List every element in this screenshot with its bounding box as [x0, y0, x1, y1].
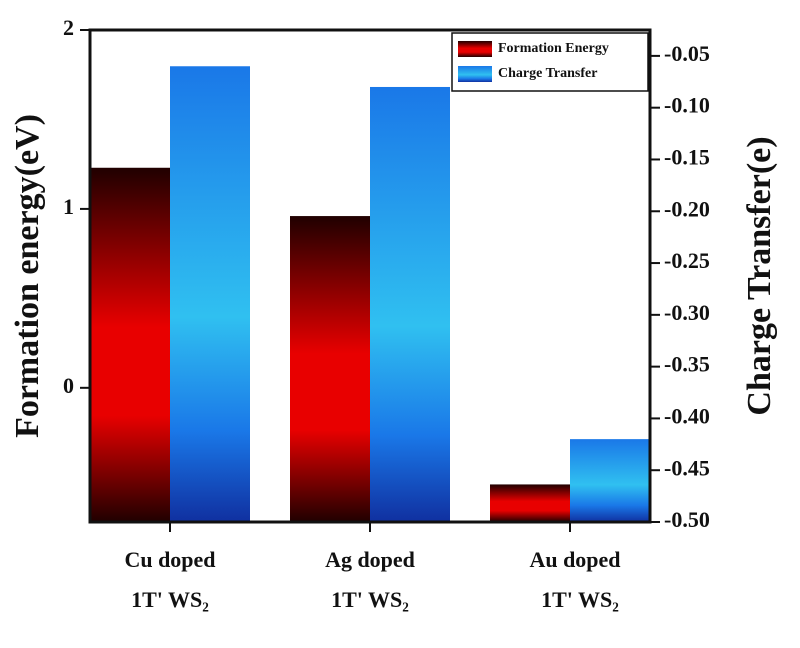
legend-swatch: [458, 66, 492, 82]
bar: [490, 484, 570, 522]
legend-swatch: [458, 41, 492, 57]
y2-tick-label: -0.15: [664, 145, 710, 170]
y2-tick-label: -0.30: [664, 300, 710, 325]
x-tick-label: 1T' WS₂: [541, 587, 619, 612]
x-tick-label: 1T' WS₂: [131, 587, 209, 612]
y2-tick-label: -0.35: [664, 352, 710, 377]
x-tick-label: Au doped: [529, 547, 620, 572]
y-axis-title: Formation energy(eV): [9, 114, 46, 438]
bar: [170, 66, 250, 523]
plot-frame: [88, 28, 652, 524]
x-tick-label: Ag doped: [325, 547, 415, 572]
y2-tick-label: -0.25: [664, 248, 710, 273]
x-tick-label: Cu doped: [124, 547, 215, 572]
bar: [570, 439, 650, 522]
legend-label: Charge Transfer: [498, 66, 597, 81]
bar: [370, 86, 450, 523]
y2-tick-label: -0.45: [664, 455, 710, 480]
bar: [290, 216, 370, 522]
legend-label: Formation Energy: [498, 41, 609, 56]
y2-axis-title: Charge Transfer(e): [741, 136, 778, 415]
x-tick-label: 1T' WS₂: [331, 587, 409, 612]
y2-tick-label: -0.50: [664, 507, 710, 532]
y2-tick-label: -0.20: [664, 196, 710, 221]
bar: [90, 167, 170, 522]
y2-tick-label: -0.10: [664, 93, 710, 118]
y-tick-label: 0: [63, 373, 74, 398]
y-tick-label: 2: [63, 15, 74, 40]
y-tick-label: 1: [63, 194, 74, 219]
y2-tick-label: -0.40: [664, 403, 710, 428]
y2-tick-label: -0.05: [664, 41, 710, 66]
